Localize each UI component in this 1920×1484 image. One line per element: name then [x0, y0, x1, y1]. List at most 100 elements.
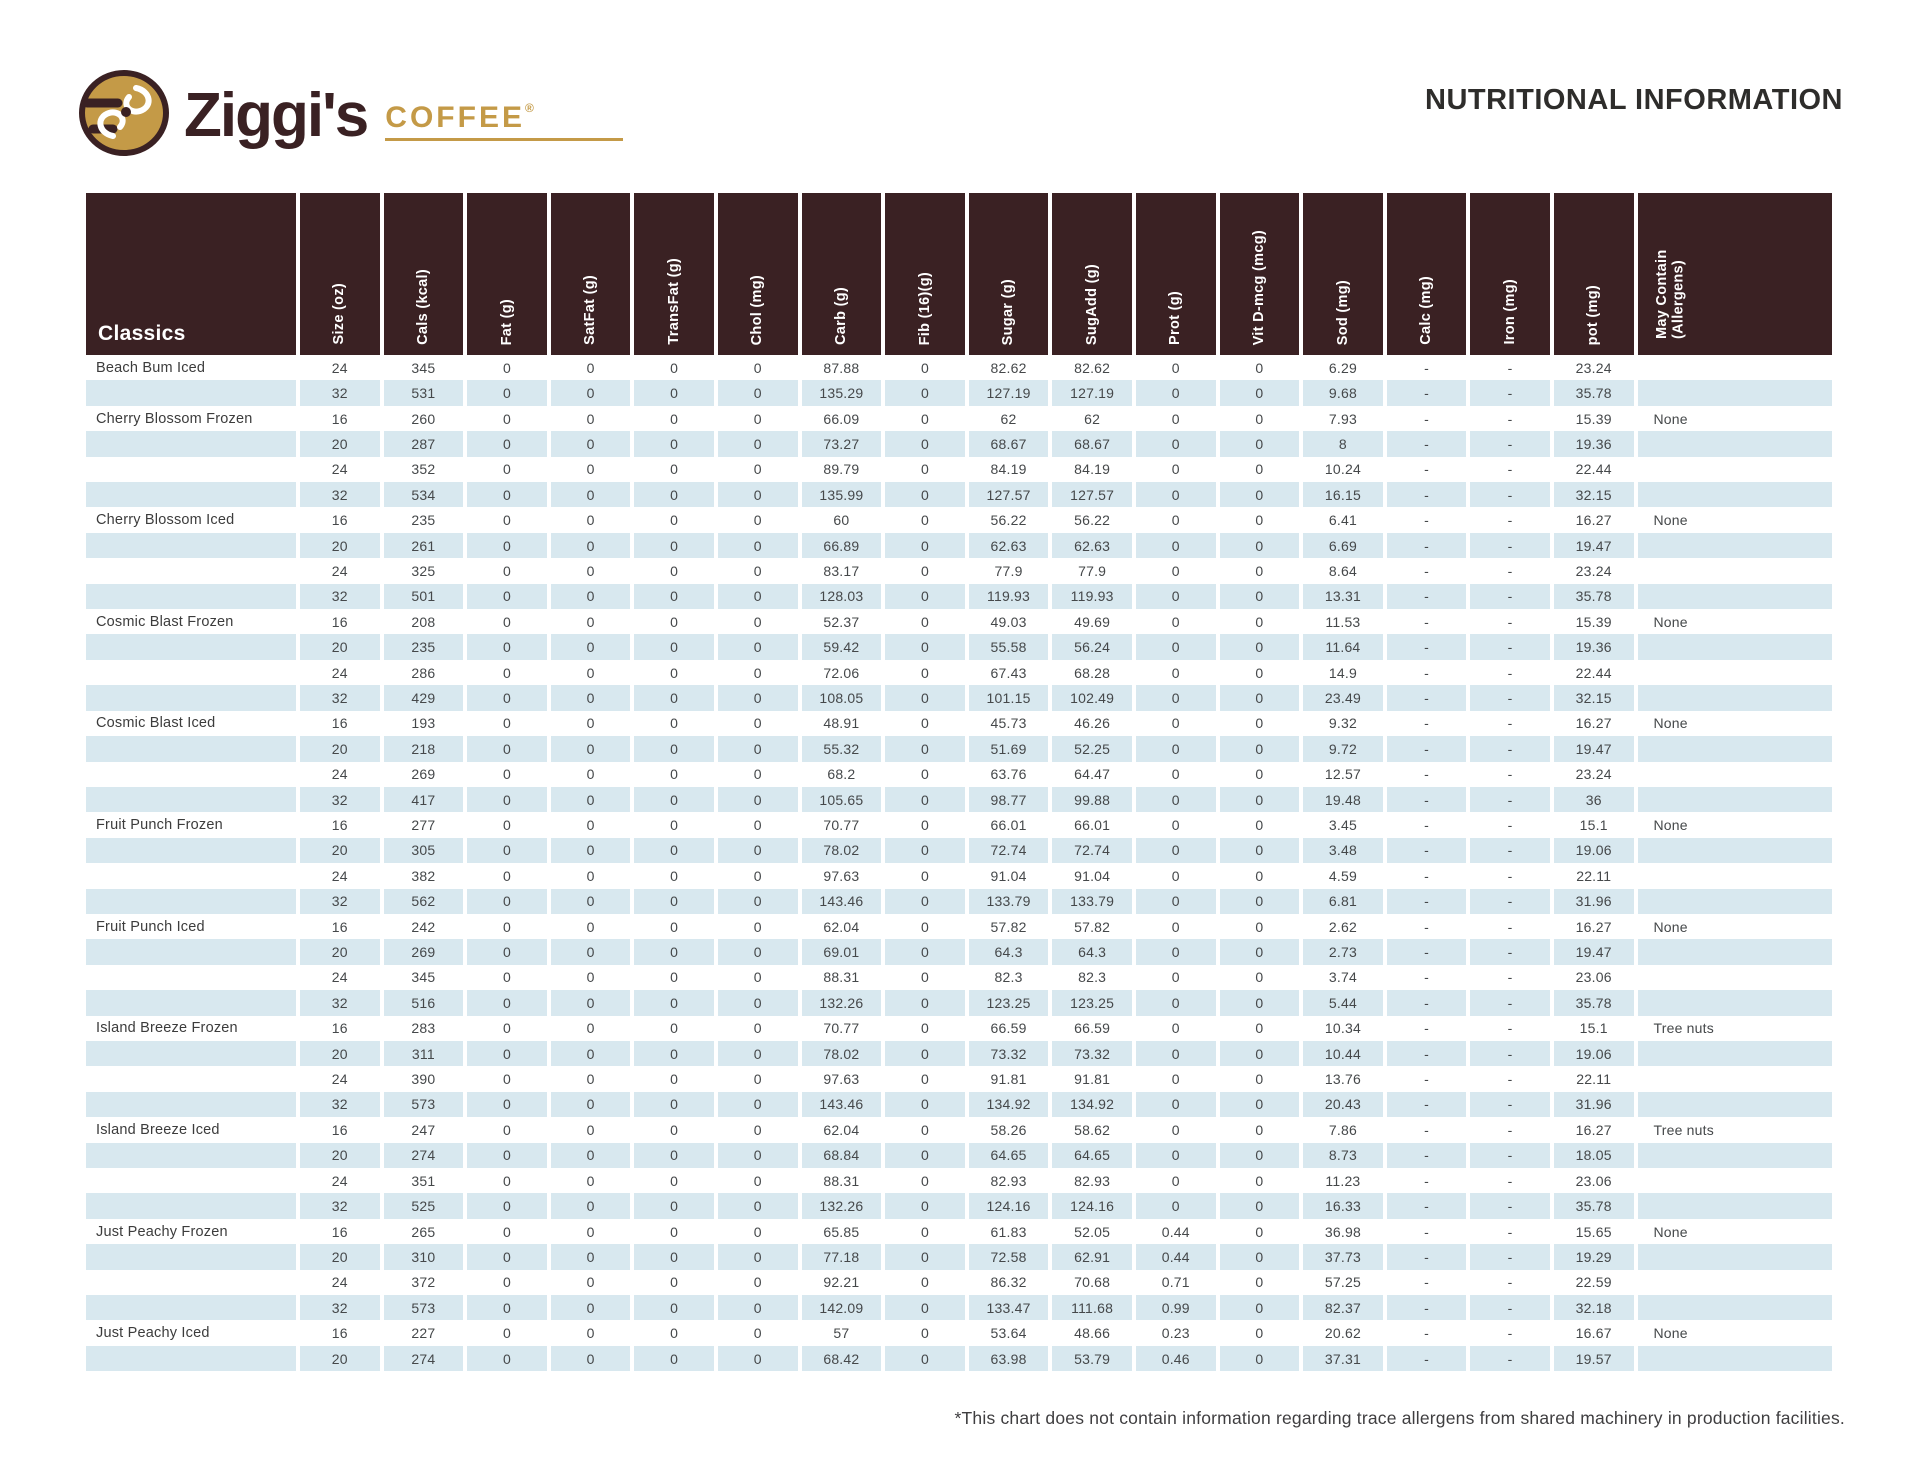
- value-cell: 66.09: [823, 410, 860, 427]
- value-cell: 57.82: [1074, 918, 1111, 935]
- value-cell: 20: [300, 1345, 380, 1372]
- value-cell: 0: [586, 1172, 595, 1189]
- value-cell: 0: [1219, 736, 1300, 762]
- value-cell: 56.24: [1052, 634, 1132, 660]
- value-cell: 0: [1135, 736, 1216, 762]
- drink-name-cell: [86, 634, 296, 660]
- value-cell: 24: [331, 969, 348, 986]
- value-cell: -: [1424, 1121, 1429, 1138]
- value-cell: 24: [331, 461, 348, 478]
- value-cell: 372: [411, 1274, 436, 1291]
- table-corner-header: Classics: [86, 193, 296, 355]
- value-cell: 0: [634, 583, 714, 610]
- value-cell: 62: [1000, 410, 1017, 427]
- value-cell: 0: [1171, 1172, 1180, 1189]
- value-cell: 48.91: [823, 715, 860, 732]
- value-cell: -: [1470, 1040, 1550, 1067]
- value-cell: 24: [331, 664, 348, 681]
- value-cell: -: [1386, 482, 1467, 508]
- value-cell: 0: [467, 888, 547, 914]
- value-cell: 0: [920, 867, 929, 884]
- value-cell: -: [1424, 817, 1429, 834]
- value-cell: 0: [502, 1071, 511, 1088]
- value-cell: 0: [1219, 837, 1300, 864]
- value-cell: 0: [670, 766, 679, 783]
- value-cell: 0: [1255, 715, 1264, 732]
- value-cell: 19.36: [1553, 431, 1634, 457]
- value-cell: 57.82: [990, 918, 1027, 935]
- value-cell: 23.06: [1575, 969, 1612, 986]
- allergen-cell: [1637, 482, 1832, 508]
- drink-name-cell: Fruit Punch Iced: [96, 918, 205, 935]
- column-header: Prot (g): [1135, 193, 1216, 355]
- value-cell: 20.43: [1303, 1091, 1383, 1118]
- value-cell: 23.49: [1303, 685, 1383, 711]
- value-cell: 0: [1219, 1193, 1300, 1219]
- value-cell: 0: [885, 1142, 965, 1168]
- drink-name-cell: [86, 685, 296, 711]
- value-cell: 287: [383, 431, 464, 457]
- value-cell: 3.48: [1303, 837, 1383, 864]
- value-cell: -: [1507, 613, 1513, 630]
- value-cell: 0: [550, 1244, 631, 1270]
- value-cell: 84.19: [990, 461, 1027, 478]
- value-cell: 0: [502, 512, 511, 529]
- value-cell: 0: [634, 532, 714, 559]
- value-cell: 0: [634, 939, 714, 965]
- value-cell: 0: [670, 410, 679, 427]
- allergen-cell: [1637, 939, 1832, 965]
- value-cell: -: [1424, 1071, 1429, 1088]
- drink-name-cell: [86, 1244, 296, 1270]
- value-cell: 0: [1219, 888, 1300, 914]
- value-cell: 10.44: [1303, 1040, 1383, 1067]
- value-cell: 0: [1219, 380, 1300, 406]
- column-header-label: Chol (mg): [749, 274, 766, 345]
- drink-name-cell: [86, 786, 296, 813]
- value-cell: 84.19: [1074, 461, 1111, 478]
- value-cell: 16: [331, 613, 348, 630]
- value-cell: 0: [634, 1244, 714, 1270]
- value-cell: 0: [1135, 837, 1216, 864]
- value-cell: 0: [885, 431, 965, 457]
- value-cell: 32: [300, 380, 380, 406]
- value-cell: 0: [586, 867, 595, 884]
- value-cell: 13.76: [1324, 1071, 1361, 1088]
- value-cell: 0: [586, 1274, 595, 1291]
- value-cell: 6.41: [1328, 512, 1357, 529]
- value-cell: 0: [1255, 613, 1264, 630]
- value-cell: 0: [670, 1274, 679, 1291]
- value-cell: -: [1424, 359, 1429, 376]
- value-cell: 0: [467, 1142, 547, 1168]
- value-cell: 0: [1219, 482, 1300, 508]
- allergen-cell: [1637, 532, 1832, 559]
- value-cell: 0: [467, 380, 547, 406]
- value-cell: 0: [586, 1325, 595, 1342]
- column-header: Size (oz): [300, 193, 380, 355]
- value-cell: 0: [502, 918, 511, 935]
- value-cell: 72.74: [968, 837, 1049, 864]
- value-cell: -: [1424, 461, 1429, 478]
- value-cell: 123.25: [1052, 990, 1132, 1016]
- drink-name-cell: Beach Bum Iced: [96, 359, 206, 376]
- value-cell: 0: [586, 1223, 595, 1240]
- value-cell: 37.73: [1303, 1244, 1383, 1270]
- value-cell: 0: [670, 613, 679, 630]
- value-cell: 0: [502, 766, 511, 783]
- value-cell: -: [1507, 817, 1513, 834]
- value-cell: 15.39: [1575, 410, 1612, 427]
- value-cell: 82.3: [1078, 969, 1107, 986]
- value-cell: 78.02: [801, 1040, 882, 1067]
- value-cell: 0: [467, 1295, 547, 1321]
- value-cell: 20: [300, 939, 380, 965]
- value-cell: 0: [467, 1193, 547, 1219]
- value-cell: 10.24: [1324, 461, 1361, 478]
- value-cell: 429: [383, 685, 464, 711]
- value-cell: 0: [1219, 939, 1300, 965]
- value-cell: 0: [1171, 867, 1180, 884]
- value-cell: 0: [634, 685, 714, 711]
- value-cell: 20: [300, 1040, 380, 1067]
- value-cell: 0: [670, 512, 679, 529]
- value-cell: 277: [411, 817, 436, 834]
- value-cell: -: [1470, 532, 1550, 559]
- value-cell: 0: [550, 1193, 631, 1219]
